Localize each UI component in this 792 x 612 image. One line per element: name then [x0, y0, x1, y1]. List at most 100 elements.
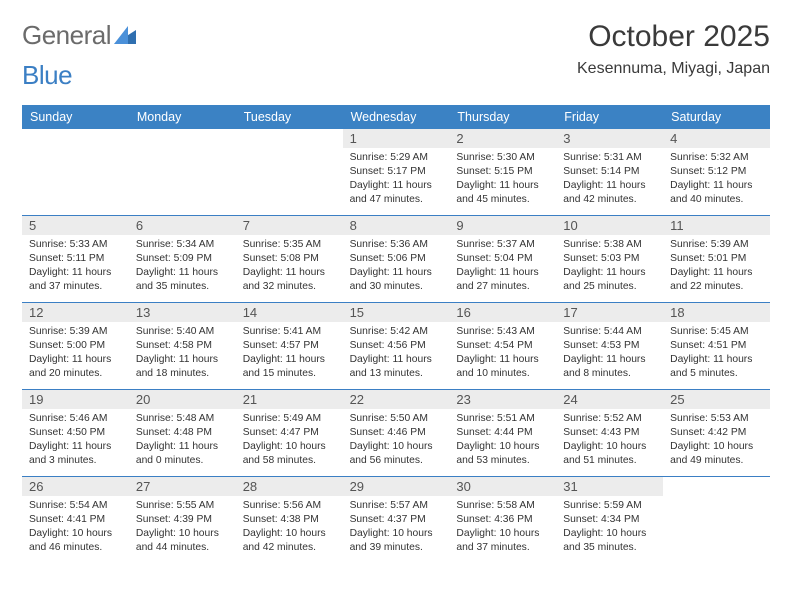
sunrise-text: Sunrise: 5:52 AM [563, 412, 656, 426]
day-number: 16 [449, 303, 556, 322]
day-number: 31 [556, 477, 663, 496]
sunset-text: Sunset: 4:34 PM [563, 513, 656, 527]
day-cell: 3Sunrise: 5:31 AMSunset: 5:14 PMDaylight… [556, 129, 663, 215]
sunrise-text: Sunrise: 5:42 AM [350, 325, 443, 339]
sunrise-text: Sunrise: 5:50 AM [350, 412, 443, 426]
title-block: October 2025 Kesennuma, Miyagi, Japan [577, 20, 770, 78]
sunset-text: Sunset: 4:53 PM [563, 339, 656, 353]
day-cell [236, 129, 343, 215]
sunrise-text: Sunrise: 5:36 AM [350, 238, 443, 252]
day-cell [22, 129, 129, 215]
sunset-text: Sunset: 4:38 PM [243, 513, 336, 527]
sunset-text: Sunset: 5:08 PM [243, 252, 336, 266]
daylight-text: Daylight: 10 hours and 53 minutes. [456, 440, 549, 468]
daylight-text: Daylight: 11 hours and 27 minutes. [456, 266, 549, 294]
weekday-thu: Thursday [449, 105, 556, 129]
day-number: 8 [343, 216, 450, 235]
sunrise-text: Sunrise: 5:41 AM [243, 325, 336, 339]
daylight-text: Daylight: 11 hours and 22 minutes. [670, 266, 763, 294]
weekday-sat: Saturday [663, 105, 770, 129]
sunrise-text: Sunrise: 5:56 AM [243, 499, 336, 513]
calendar-page: General October 2025 Kesennuma, Miyagi, … [0, 0, 792, 583]
day-number: 9 [449, 216, 556, 235]
weekday-wed: Wednesday [343, 105, 450, 129]
day-cell: 27Sunrise: 5:55 AMSunset: 4:39 PMDayligh… [129, 477, 236, 563]
sunset-text: Sunset: 4:42 PM [670, 426, 763, 440]
sunset-text: Sunset: 4:37 PM [350, 513, 443, 527]
weekday-tue: Tuesday [236, 105, 343, 129]
sunset-text: Sunset: 5:11 PM [29, 252, 122, 266]
daylight-text: Daylight: 11 hours and 3 minutes. [29, 440, 122, 468]
sunset-text: Sunset: 5:12 PM [670, 165, 763, 179]
sunset-text: Sunset: 4:51 PM [670, 339, 763, 353]
daylight-text: Daylight: 11 hours and 40 minutes. [670, 179, 763, 207]
day-cell: 11Sunrise: 5:39 AMSunset: 5:01 PMDayligh… [663, 216, 770, 302]
day-cell: 28Sunrise: 5:56 AMSunset: 4:38 PMDayligh… [236, 477, 343, 563]
day-cell: 20Sunrise: 5:48 AMSunset: 4:48 PMDayligh… [129, 390, 236, 476]
weekday-sun: Sunday [22, 105, 129, 129]
sunset-text: Sunset: 5:04 PM [456, 252, 549, 266]
sunset-text: Sunset: 4:47 PM [243, 426, 336, 440]
daylight-text: Daylight: 10 hours and 44 minutes. [136, 527, 229, 555]
day-cell: 2Sunrise: 5:30 AMSunset: 5:15 PMDaylight… [449, 129, 556, 215]
sunrise-text: Sunrise: 5:54 AM [29, 499, 122, 513]
sunrise-text: Sunrise: 5:53 AM [670, 412, 763, 426]
day-number: 26 [22, 477, 129, 496]
day-number: 4 [663, 129, 770, 148]
day-number: 1 [343, 129, 450, 148]
day-cell: 24Sunrise: 5:52 AMSunset: 4:43 PMDayligh… [556, 390, 663, 476]
daylight-text: Daylight: 11 hours and 42 minutes. [563, 179, 656, 207]
daylight-text: Daylight: 11 hours and 37 minutes. [29, 266, 122, 294]
location-text: Kesennuma, Miyagi, Japan [577, 60, 770, 78]
sunset-text: Sunset: 5:00 PM [29, 339, 122, 353]
day-number: 23 [449, 390, 556, 409]
day-cell [663, 477, 770, 563]
sunset-text: Sunset: 4:50 PM [29, 426, 122, 440]
day-number: 30 [449, 477, 556, 496]
day-number: 3 [556, 129, 663, 148]
day-cell: 16Sunrise: 5:43 AMSunset: 4:54 PMDayligh… [449, 303, 556, 389]
daylight-text: Daylight: 11 hours and 8 minutes. [563, 353, 656, 381]
day-cell: 12Sunrise: 5:39 AMSunset: 5:00 PMDayligh… [22, 303, 129, 389]
sunrise-text: Sunrise: 5:45 AM [670, 325, 763, 339]
sunset-text: Sunset: 4:43 PM [563, 426, 656, 440]
daylight-text: Daylight: 11 hours and 10 minutes. [456, 353, 549, 381]
calendar: Sunday Monday Tuesday Wednesday Thursday… [22, 105, 770, 563]
day-cell: 14Sunrise: 5:41 AMSunset: 4:57 PMDayligh… [236, 303, 343, 389]
day-number: 10 [556, 216, 663, 235]
day-number: 27 [129, 477, 236, 496]
day-cell: 31Sunrise: 5:59 AMSunset: 4:34 PMDayligh… [556, 477, 663, 563]
sunrise-text: Sunrise: 5:39 AM [670, 238, 763, 252]
day-number: 5 [22, 216, 129, 235]
sunrise-text: Sunrise: 5:33 AM [29, 238, 122, 252]
daylight-text: Daylight: 11 hours and 5 minutes. [670, 353, 763, 381]
daylight-text: Daylight: 11 hours and 47 minutes. [350, 179, 443, 207]
day-number: 21 [236, 390, 343, 409]
day-cell: 23Sunrise: 5:51 AMSunset: 4:44 PMDayligh… [449, 390, 556, 476]
week-row: 12Sunrise: 5:39 AMSunset: 5:00 PMDayligh… [22, 302, 770, 389]
sunrise-text: Sunrise: 5:44 AM [563, 325, 656, 339]
sunrise-text: Sunrise: 5:29 AM [350, 151, 443, 165]
day-number: 19 [22, 390, 129, 409]
sunrise-text: Sunrise: 5:59 AM [563, 499, 656, 513]
week-row: 1Sunrise: 5:29 AMSunset: 5:17 PMDaylight… [22, 129, 770, 215]
day-cell: 5 Sunrise: 5:33 AMSunset: 5:11 PMDaylight… [22, 216, 129, 302]
logo-text-a: General [22, 20, 111, 51]
day-cell: 8Sunrise: 5:36 AMSunset: 5:06 PMDaylight… [343, 216, 450, 302]
daylight-text: Daylight: 10 hours and 56 minutes. [350, 440, 443, 468]
day-number: 6 [129, 216, 236, 235]
sunset-text: Sunset: 4:48 PM [136, 426, 229, 440]
daylight-text: Daylight: 11 hours and 30 minutes. [350, 266, 443, 294]
daylight-text: Daylight: 11 hours and 32 minutes. [243, 266, 336, 294]
sunrise-text: Sunrise: 5:31 AM [563, 151, 656, 165]
day-number: 15 [343, 303, 450, 322]
day-cell: 13Sunrise: 5:40 AMSunset: 4:58 PMDayligh… [129, 303, 236, 389]
day-cell [129, 129, 236, 215]
sunrise-text: Sunrise: 5:39 AM [29, 325, 122, 339]
sunrise-text: Sunrise: 5:35 AM [243, 238, 336, 252]
sunset-text: Sunset: 5:09 PM [136, 252, 229, 266]
day-number: 22 [343, 390, 450, 409]
daylight-text: Daylight: 10 hours and 37 minutes. [456, 527, 549, 555]
daylight-text: Daylight: 11 hours and 45 minutes. [456, 179, 549, 207]
sunrise-text: Sunrise: 5:34 AM [136, 238, 229, 252]
